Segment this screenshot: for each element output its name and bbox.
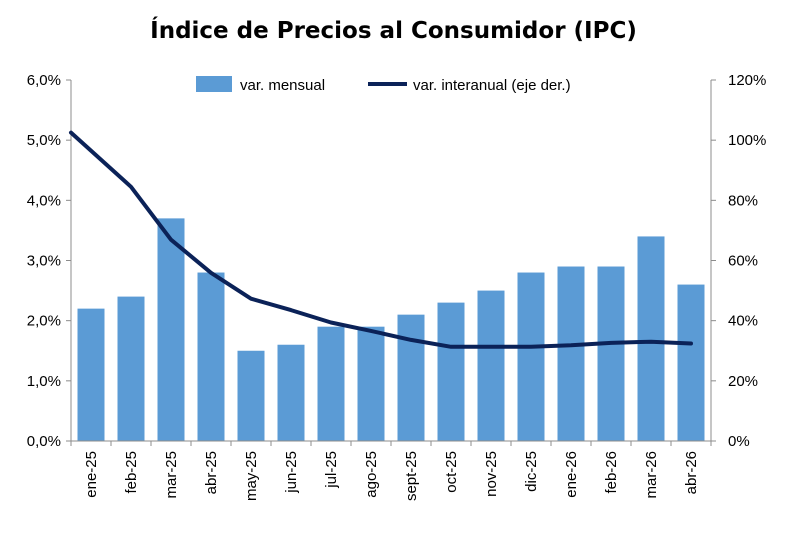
x-tick-label: ene-26: [563, 451, 580, 498]
legend: var. mensual var. interanual (eje der.): [196, 76, 571, 94]
bar-abr-26: [677, 284, 705, 441]
bar-sept-25: [397, 314, 425, 441]
bar-ene-26: [557, 266, 585, 441]
bar-feb-25: [117, 296, 145, 441]
x-tick-label: abr-25: [203, 451, 220, 494]
x-tick-label: mar-26: [643, 451, 660, 499]
x-tick-label: sept-25: [403, 451, 420, 501]
legend-label-mensual: var. mensual: [240, 77, 325, 94]
y-right-tick-label: 40%: [728, 313, 758, 330]
y-right-tick-label: 80%: [728, 192, 758, 209]
x-tick-label: may-25: [243, 451, 260, 501]
x-tick-label: dic-25: [523, 451, 540, 492]
bar-mar-25: [157, 218, 185, 441]
y-right-tick-label: 20%: [728, 373, 758, 390]
bar-jul-25: [317, 326, 345, 441]
y-left-tick-label: 1,0%: [27, 373, 61, 390]
bar-mar-26: [637, 236, 665, 441]
x-tick-label: jun-25: [283, 451, 300, 494]
y-right-tick-label: 0%: [728, 433, 750, 450]
x-tick-label: abr-26: [683, 451, 700, 494]
chart-title: Índice de Precios al Consumidor (IPC): [150, 18, 637, 44]
y-left-tick-label: 3,0%: [27, 253, 61, 270]
bar-nov-25: [477, 290, 505, 441]
x-tick-label: nov-25: [483, 451, 500, 497]
y-left-tick-label: 0,0%: [27, 433, 61, 450]
plot-layer: 0,0% 1,0% 2,0% 3,0% 4,0% 5,0% 6,0% 0% 20% 40% 60% 8…: [27, 72, 767, 501]
line-var-interanual: [69, 130, 693, 349]
x-tick-label: ago-25: [363, 451, 380, 498]
y-right-tick-label: 120%: [728, 72, 766, 89]
bar-dic-25: [517, 272, 545, 441]
bar-abr-25: [197, 272, 225, 441]
y-right-tick-label: 60%: [728, 253, 758, 270]
legend-label-interanual: var. interanual (eje der.): [413, 77, 571, 94]
x-tick-label: jul-25: [323, 451, 340, 489]
x-tick-label: ene-25: [83, 451, 100, 498]
bar-jun-25: [277, 344, 305, 441]
bar-may-25: [237, 350, 265, 441]
bar-ago-25: [357, 326, 385, 441]
y-left-tick-label: 6,0%: [27, 72, 61, 89]
legend-bar-swatch: [196, 76, 232, 92]
bar-feb-26: [597, 266, 625, 441]
bar-oct-25: [437, 302, 465, 441]
y-left-tick-label: 2,0%: [27, 313, 61, 330]
x-tick-label: feb-25: [123, 451, 140, 494]
x-tick-label: feb-26: [603, 451, 620, 494]
bar-ene-25: [77, 308, 105, 441]
y-left-tick-label: 5,0%: [27, 132, 61, 149]
x-tick-label: oct-25: [443, 451, 460, 493]
x-tick-label: mar-25: [163, 451, 180, 499]
y-right-tick-label: 100%: [728, 132, 766, 149]
y-left-tick-label: 4,0%: [27, 192, 61, 209]
